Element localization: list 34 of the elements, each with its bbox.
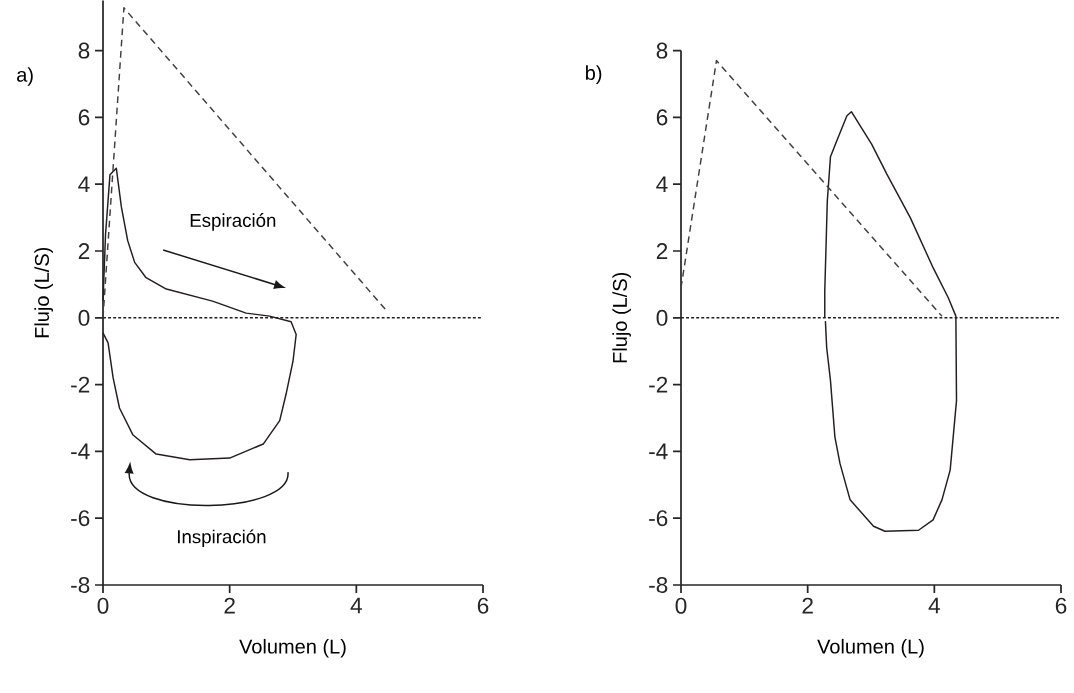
y-tick-label: -6 (71, 510, 90, 527)
x-tick-label: 0 (675, 597, 687, 614)
y-tick-label: 6 (78, 109, 90, 126)
y-tick-label: 2 (656, 243, 668, 259)
y-tick-label: -2 (649, 376, 668, 393)
y-tick-label: -8 (71, 576, 90, 594)
x-tick-label: 4 (928, 597, 940, 614)
y-tick-label: -2 (71, 376, 90, 393)
annotation: Inspiración (178, 529, 266, 548)
x-axis-title: Volumen (L) (817, 638, 924, 658)
y-tick-label: -8 (649, 576, 668, 594)
text: b) (586, 65, 602, 84)
y-tick-label: 0 (78, 309, 90, 326)
y-tick-label: 0 (656, 309, 668, 326)
y-axis-title: Flujo (L/S) (34, 247, 53, 338)
x-tick-label: 0 (97, 597, 109, 614)
text: a) (17, 67, 33, 86)
y-tick-label: -6 (649, 510, 668, 527)
annotation: Espiración (190, 213, 276, 231)
y-tick-label: 8 (656, 42, 668, 59)
x-axis-title: Volumen (L) (239, 638, 346, 658)
y-tick-label: 6 (656, 109, 668, 126)
y-tick-label: 4 (656, 176, 668, 192)
x-tick-label: 6 (477, 597, 489, 614)
x-tick-label: 2 (224, 597, 235, 614)
y-tick-label: -4 (649, 443, 668, 460)
x-tick-label: 2 (802, 597, 813, 614)
y-axis-title: Flujo (L/S) (612, 272, 631, 363)
y-tick-label: -4 (71, 443, 90, 460)
x-tick-label: 4 (350, 597, 362, 614)
y-tick-label: 8 (78, 42, 90, 59)
x-tick-label: 6 (1055, 597, 1067, 614)
y-tick-label: 4 (78, 176, 90, 192)
y-tick-label: 2 (78, 243, 90, 259)
